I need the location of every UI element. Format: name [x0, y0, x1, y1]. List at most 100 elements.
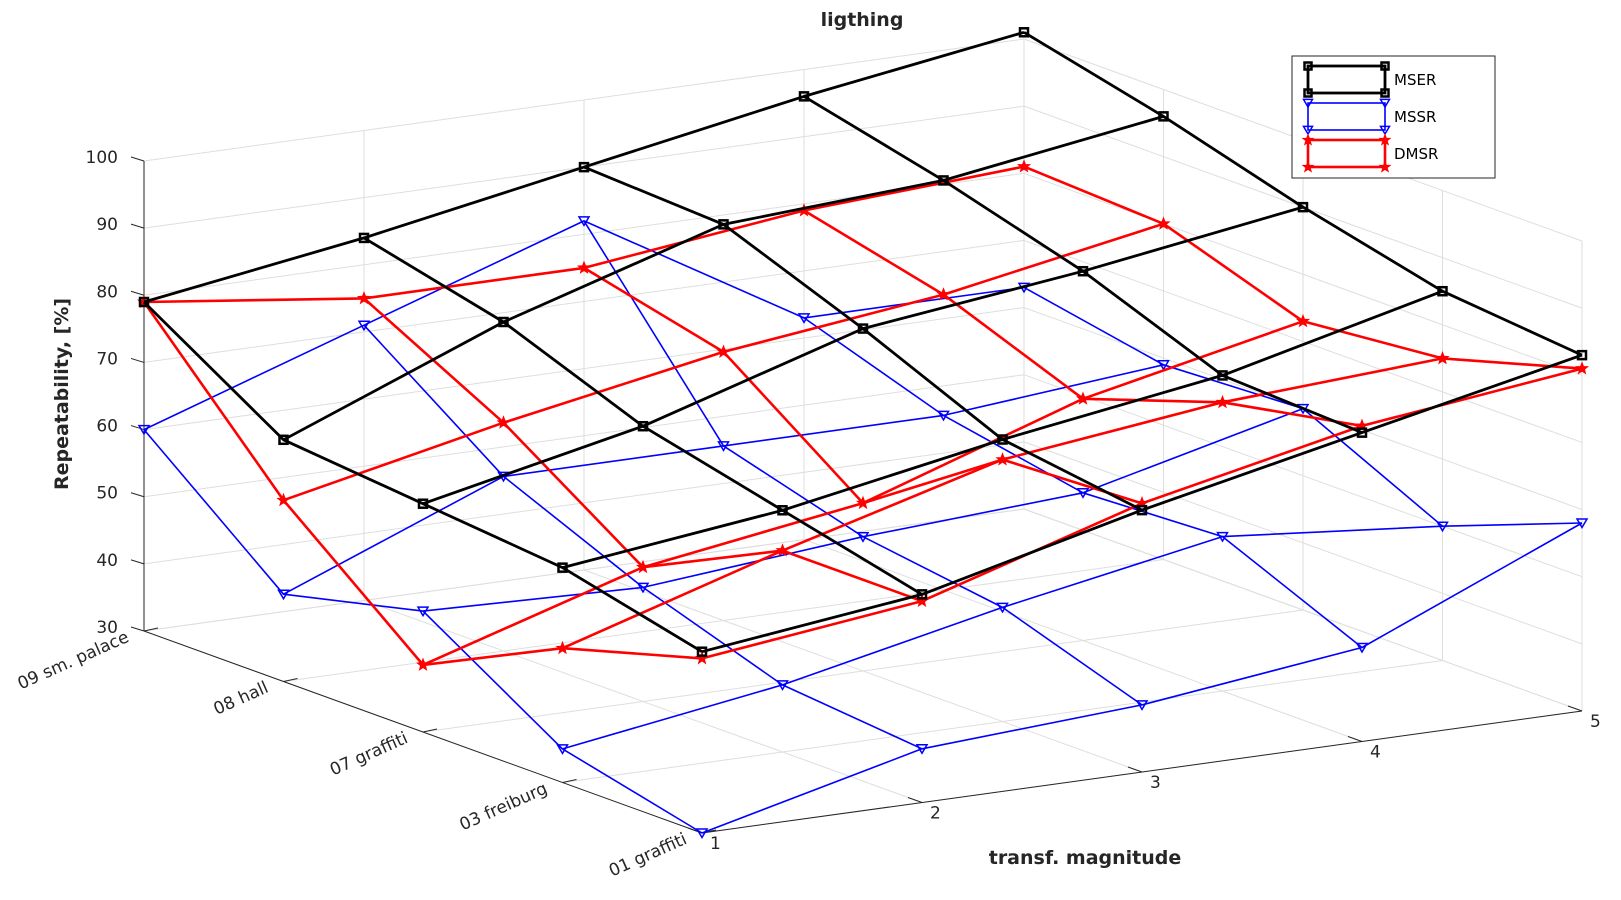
- data-point: [1297, 201, 1309, 213]
- x-tick-label: 3: [1150, 773, 1161, 793]
- data-point: [578, 161, 590, 173]
- data-point: [1216, 531, 1229, 543]
- data-point: [137, 424, 151, 436]
- data-point: [1075, 391, 1091, 405]
- z-tick-mark: [130, 223, 145, 229]
- z-tick-label: 30: [96, 618, 118, 638]
- legend-swatch: [1306, 138, 1387, 169]
- grid-line: [143, 239, 1025, 363]
- data-point: [1301, 160, 1315, 173]
- z-tick-label: 70: [96, 349, 118, 369]
- data-point: [415, 657, 431, 671]
- data-point: [716, 344, 731, 358]
- legend-entry: MSER: [1303, 61, 1436, 98]
- z-tick-label: 80: [96, 282, 118, 302]
- data-point: [1355, 642, 1369, 654]
- data-point: [1379, 125, 1391, 136]
- grid-line: [143, 38, 1025, 162]
- z-tick-mark: [130, 156, 145, 162]
- data-point: [1135, 700, 1149, 711]
- data-point: [797, 313, 811, 324]
- grid-line: [143, 307, 1025, 431]
- x-tick-label: 2: [930, 804, 941, 824]
- y-tick-mark: [422, 728, 438, 733]
- data-point: [417, 498, 429, 509]
- series-line: [363, 236, 923, 596]
- data-point: [1574, 361, 1590, 375]
- data-point: [938, 175, 949, 186]
- tick-labels: 1 2 3 4 5 01 graffiti 03 freiburg 07 graffiti 08…: [15, 148, 1601, 881]
- data-point: [1018, 27, 1030, 38]
- data-point: [1303, 88, 1313, 98]
- series-line: [143, 301, 703, 653]
- x-axis-label: transf. magnitude: [989, 847, 1182, 869]
- data-point: [1217, 370, 1228, 381]
- z-tick-mark: [130, 290, 145, 296]
- y-tick-label: 07 graffiti: [327, 728, 411, 780]
- data-point: [1380, 61, 1390, 71]
- data-point: [1576, 349, 1588, 361]
- data-point: [1302, 98, 1314, 109]
- data-point: [855, 495, 871, 510]
- legend-label: DMSR: [1394, 145, 1438, 163]
- data-point: [1301, 133, 1315, 146]
- z-tick-label: 100: [86, 148, 118, 168]
- data-point: [357, 320, 371, 332]
- legend-label: MSSR: [1394, 108, 1436, 126]
- z-tick-label: 90: [96, 215, 118, 235]
- data-point: [557, 562, 568, 573]
- data-point: [356, 291, 372, 305]
- data-point: [937, 410, 950, 422]
- data-point: [1303, 61, 1313, 71]
- data-point: [936, 287, 951, 301]
- data-point: [496, 415, 511, 429]
- series-line: [363, 324, 923, 750]
- data-point: [915, 744, 929, 755]
- grid-line: [1023, 441, 1583, 645]
- legend-entry: MSSR: [1302, 98, 1436, 136]
- data-point: [576, 260, 592, 274]
- data-point: [1215, 394, 1230, 409]
- axes: [130, 156, 1583, 834]
- series-mser: [138, 27, 1588, 657]
- series-line: [562, 289, 1444, 569]
- data-point: [1380, 88, 1390, 98]
- series-line: [143, 429, 703, 834]
- legend-box: [1291, 55, 1496, 179]
- series-mssr: [137, 216, 1589, 839]
- data-point: [1076, 488, 1090, 499]
- data-point: [695, 828, 709, 839]
- series-dmsr: [136, 159, 1590, 671]
- data-point: [637, 420, 649, 432]
- legend-entry: DMSR: [1301, 133, 1438, 173]
- x-tick-label: 5: [1590, 712, 1601, 732]
- data-point: [555, 640, 570, 655]
- grid-line: [143, 374, 1025, 498]
- data-point: [995, 452, 1010, 466]
- data-point: [1136, 504, 1148, 516]
- series-line: [562, 525, 1443, 750]
- grid-line: [1023, 374, 1583, 578]
- x-tick-label: 1: [710, 834, 721, 854]
- data-point: [798, 91, 810, 102]
- z-tick-label: 60: [96, 417, 118, 437]
- series-line: [803, 95, 1363, 434]
- data-point: [635, 559, 651, 574]
- y-tick-label: 01 graffiti: [606, 829, 690, 881]
- grid-line: [422, 609, 1304, 733]
- data-point: [718, 219, 729, 230]
- x-tick-mark: [1127, 766, 1143, 773]
- data-point: [857, 323, 869, 334]
- data-point: [278, 434, 289, 446]
- data-point: [1435, 351, 1450, 365]
- grid-line: [143, 508, 1025, 632]
- z-tick-mark: [130, 559, 145, 565]
- data-point: [1077, 265, 1089, 277]
- series-group: [136, 27, 1590, 839]
- data-point: [1016, 159, 1032, 173]
- series-line: [283, 364, 1164, 595]
- data-point: [1437, 285, 1448, 297]
- y-tick-mark: [283, 678, 298, 682]
- legend-swatch: [1306, 64, 1387, 95]
- grid-line: [1023, 239, 1583, 443]
